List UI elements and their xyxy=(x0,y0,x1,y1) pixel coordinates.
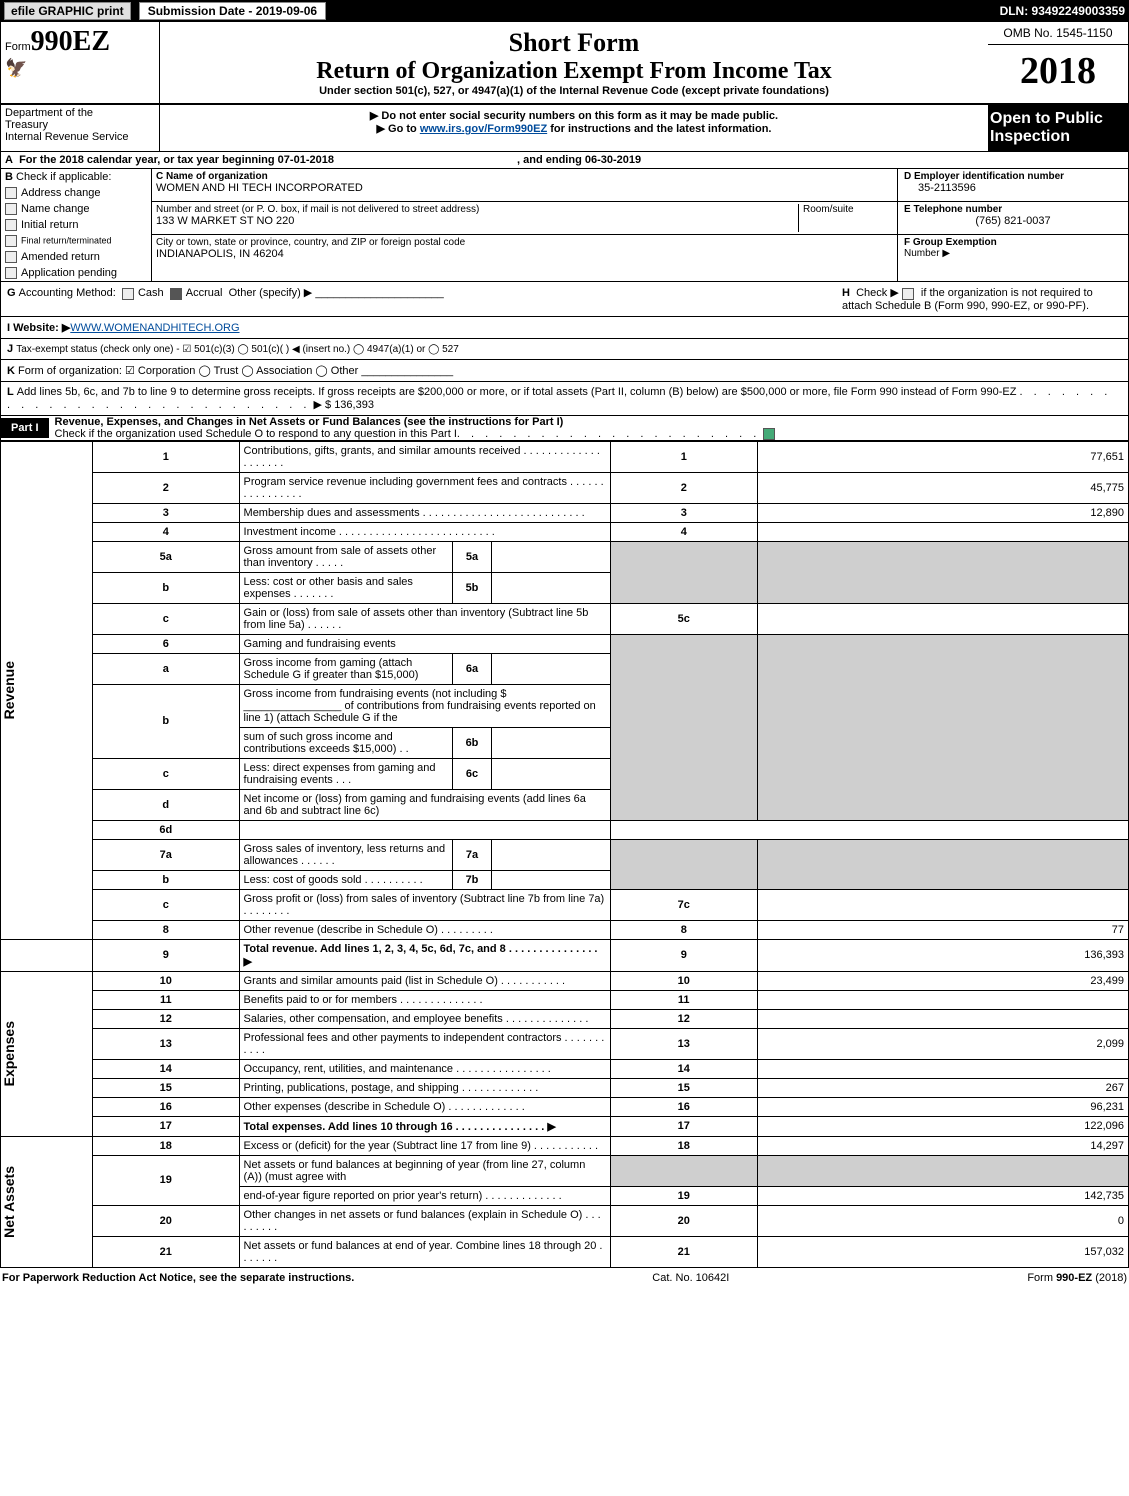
row-k-org-form: K Form of organization: ☑ Corporation ◯ … xyxy=(0,360,1129,382)
city-cell: City or town, state or province, country… xyxy=(152,235,897,267)
dept-line2: Treasury xyxy=(5,119,155,131)
no-ssn-instruction: ▶ Do not enter social security numbers o… xyxy=(164,109,984,122)
omb-number: OMB No. 1545-1150 xyxy=(988,22,1128,45)
row-i-website: I Website: ▶WWW.WOMENANDHITECH.ORG xyxy=(0,317,1129,339)
part1-title: Revenue, Expenses, and Changes in Net As… xyxy=(55,416,1128,428)
dept-line1: Department of the xyxy=(5,107,155,119)
section-b-checkboxes: B Check if applicable: Address change Na… xyxy=(1,169,152,281)
footer-form-ref: Form 990-EZ (2018) xyxy=(1027,1272,1127,1284)
row-l-gross-receipts: L Add lines 5b, 6c, and 7b to line 9 to … xyxy=(0,382,1129,416)
expenses-vlabel: Expenses xyxy=(1,1017,17,1090)
dept-line3: Internal Revenue Service xyxy=(5,131,155,143)
under-section-text: Under section 501(c), 527, or 4947(a)(1)… xyxy=(164,85,984,97)
revenue-vlabel: Revenue xyxy=(1,657,17,723)
footer-cat-no: Cat. No. 10642I xyxy=(652,1272,729,1284)
open-to-public-badge: Open to Public Inspection xyxy=(988,104,1128,152)
room-suite: Room/suite xyxy=(798,204,893,232)
short-form-title: Short Form xyxy=(164,28,984,58)
row-g-h: G Accounting Method: Cash Accrual Other … xyxy=(0,282,1129,316)
chk-final-return[interactable]: Final return/terminated xyxy=(1,233,151,249)
irs-link[interactable]: www.irs.gov/Form990EZ xyxy=(420,123,547,135)
row-j-status: J Tax-exempt status (check only one) - ☑… xyxy=(0,339,1129,360)
chk-schedule-o[interactable] xyxy=(763,428,775,440)
chk-accrual[interactable] xyxy=(170,288,182,300)
chk-schedule-b[interactable] xyxy=(902,288,914,300)
part1-header: Part I Revenue, Expenses, and Changes in… xyxy=(0,416,1129,441)
row-a-tax-year: A For the 2018 calendar year, or tax yea… xyxy=(0,152,1129,169)
chk-initial-return[interactable]: Initial return xyxy=(1,217,151,233)
chk-cash[interactable] xyxy=(122,288,134,300)
group-exemption-cell: F Group Exemption Number ▶ xyxy=(898,235,1128,267)
tax-year: 2018 xyxy=(988,45,1128,97)
chk-name-change[interactable]: Name change xyxy=(1,201,151,217)
page-footer: For Paperwork Reduction Act Notice, see … xyxy=(0,1268,1129,1288)
form-number: 990EZ xyxy=(31,26,110,57)
top-bar: efile GRAPHIC print Submission Date - 20… xyxy=(0,0,1129,22)
org-name-cell: C Name of organization WOMEN AND HI TECH… xyxy=(152,169,897,202)
chk-address-change[interactable]: Address change xyxy=(1,185,151,201)
dln-number: DLN: 93492249003359 xyxy=(1000,4,1129,18)
efile-print-button[interactable]: efile GRAPHIC print xyxy=(4,2,131,20)
goto-instruction: ▶ Go to www.irs.gov/Form990EZ for instru… xyxy=(164,122,984,135)
form-id-box: Form990EZ 🦅 xyxy=(1,22,160,103)
return-title: Return of Organization Exempt From Incom… xyxy=(164,58,984,85)
form-prefix: Form xyxy=(5,41,31,53)
department-box: Department of the Treasury Internal Reve… xyxy=(1,104,160,152)
part1-tag: Part I xyxy=(1,418,49,438)
phone-cell: E Telephone number (765) 821-0037 xyxy=(898,202,1128,235)
part1-sub: Check if the organization used Schedule … xyxy=(55,428,457,440)
chk-amended-return[interactable]: Amended return xyxy=(1,249,151,265)
ein-cell: D Employer identification number 35-2113… xyxy=(898,169,1128,202)
irs-eagle-icon: 🦅 xyxy=(5,58,155,79)
footer-left: For Paperwork Reduction Act Notice, see … xyxy=(2,1272,354,1284)
submission-date: Submission Date - 2019-09-06 xyxy=(139,2,326,20)
website-link[interactable]: WWW.WOMENANDHITECH.ORG xyxy=(70,322,239,334)
chk-application-pending[interactable]: Application pending xyxy=(1,265,151,281)
netassets-vlabel: Net Assets xyxy=(1,1162,17,1242)
part1-table: Revenue 1Contributions, gifts, grants, a… xyxy=(0,441,1129,1268)
street-cell: Number and street (or P. O. box, if mail… xyxy=(152,202,897,235)
